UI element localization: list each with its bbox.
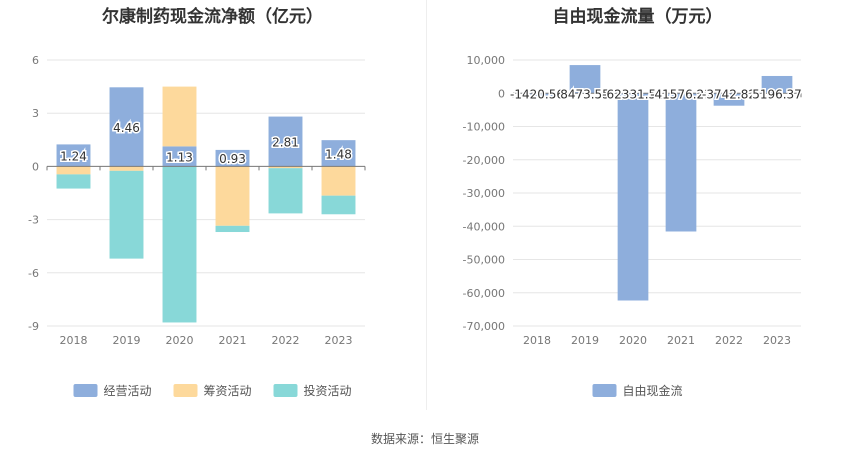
y-tick-label: -9 xyxy=(28,320,39,333)
bar xyxy=(162,166,197,323)
y-tick-label: 0 xyxy=(32,160,39,173)
bar xyxy=(569,65,601,94)
data-label: 1.48 xyxy=(325,147,352,161)
data-source-note: 数据来源：恒生聚源 xyxy=(370,432,479,446)
bar xyxy=(268,116,303,167)
bar xyxy=(321,166,356,196)
y-tick-label: 6 xyxy=(32,54,39,67)
x-tick-label: 2018 xyxy=(523,334,551,347)
y-tick-label: -60,000 xyxy=(463,287,505,300)
legend-label: 筹资活动 xyxy=(204,384,252,398)
legend-label: 自由现金流 xyxy=(623,383,683,398)
x-tick-label: 2019 xyxy=(113,334,141,347)
bar xyxy=(56,166,91,175)
bar xyxy=(617,93,649,301)
bar xyxy=(521,93,553,98)
bar xyxy=(215,225,250,233)
bar xyxy=(321,140,356,167)
legend-swatch xyxy=(273,384,298,397)
y-tick-label: -50,000 xyxy=(463,254,505,267)
data-label: -3742.82 xyxy=(702,87,756,101)
data-label: 8473.55 xyxy=(560,87,610,101)
y-tick-label: -6 xyxy=(28,267,39,280)
data-label: 1.13 xyxy=(166,150,193,164)
data-label: 5196.37 xyxy=(752,87,802,101)
x-tick-label: 2018 xyxy=(60,334,88,347)
y-tick-label: -70,000 xyxy=(463,320,505,333)
bar xyxy=(321,195,356,215)
data-label: 1.24 xyxy=(60,149,87,163)
x-tick-label: 2019 xyxy=(571,334,599,347)
bar xyxy=(761,75,793,94)
free-cash-flow-chart-title: 自由现金流量（万元） xyxy=(552,7,723,27)
x-tick-label: 2022 xyxy=(715,334,743,347)
bar xyxy=(162,146,197,167)
bar xyxy=(215,149,250,167)
x-tick-label: 2021 xyxy=(219,334,247,347)
bar xyxy=(268,166,303,169)
y-tick-label: -3 xyxy=(28,214,39,227)
x-tick-label: 2023 xyxy=(325,334,353,347)
legend-label: 投资活动 xyxy=(304,383,352,398)
free-cash-flow-chart-panel: 自由现金流量（万元） 10,000 0 -10,000 -20,000 -30,000 -… xyxy=(425,0,850,420)
x-tick-label: 2021 xyxy=(667,334,695,347)
data-label: 2.81 xyxy=(272,135,299,149)
y-tick-label: 3 xyxy=(32,107,39,120)
free-cash-flow-chart: 10,000 0 -10,000 -20,000 -30,000 -40,000 -50,0… xyxy=(463,54,804,398)
y-tick-label: -30,000 xyxy=(463,187,505,200)
x-tick-label: 2023 xyxy=(763,334,791,347)
data-label: 0.93 xyxy=(219,152,246,166)
bar xyxy=(109,166,144,171)
bar xyxy=(109,87,144,167)
legend-swatch xyxy=(173,384,198,397)
cash-flow-chart-title: 尔康制药现金流净额（亿元） xyxy=(102,7,323,27)
legend-label: 经营活动 xyxy=(104,384,152,398)
data-label: -62331.51 xyxy=(602,87,664,101)
y-tick-label: 10,000 xyxy=(467,54,506,67)
data-label: -1420.56 xyxy=(510,87,564,101)
x-tick-label: 2020 xyxy=(619,334,647,347)
bar xyxy=(713,93,745,106)
cash-flow-chart: 6 3 0 -3 -6 -9 2018 2019 2020 2021 2022 2023 1.24 4.4… xyxy=(28,54,366,398)
x-tick-label: 2022 xyxy=(272,334,300,347)
x-tick-label: 2020 xyxy=(166,334,194,347)
bar xyxy=(215,166,250,226)
data-label: 4.46 xyxy=(113,121,140,135)
legend-swatch xyxy=(73,384,98,397)
panel-divider xyxy=(426,0,427,410)
bar xyxy=(268,168,303,214)
data-label: -41576.21 xyxy=(650,87,712,101)
bar xyxy=(109,170,144,259)
y-tick-label: -10,000 xyxy=(463,121,505,134)
bar xyxy=(162,86,197,147)
y-tick-label: -20,000 xyxy=(463,154,505,167)
bar xyxy=(56,174,91,189)
bar xyxy=(56,144,91,167)
bar xyxy=(665,93,697,232)
cash-flow-chart-panel: 尔康制药现金流净额（亿元） 6 3 0 -3 -6 -9 2018 2019 2020 2021 2… xyxy=(0,0,425,420)
y-tick-label: 0 xyxy=(498,87,505,100)
legend-swatch xyxy=(592,384,617,397)
y-tick-label: -40,000 xyxy=(463,220,505,233)
